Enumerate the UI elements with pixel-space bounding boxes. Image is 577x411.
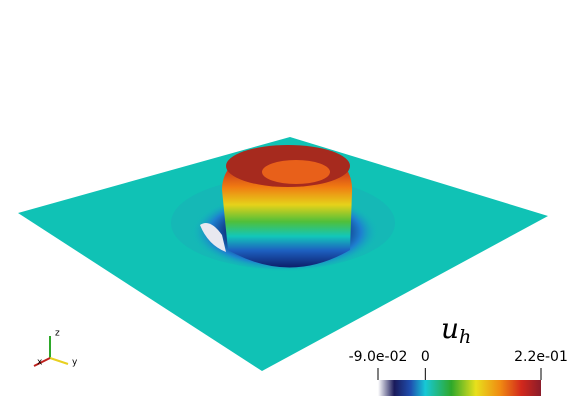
axis-label: x — [37, 358, 43, 368]
colorbar-gradient — [378, 380, 541, 396]
axis-label: z — [55, 329, 60, 339]
colorbar-tick-label: 0 — [421, 349, 430, 365]
axis-label: y — [72, 358, 78, 368]
colorbar-tick-label: 2.2e-01 — [514, 349, 568, 365]
colorbar-title: uh — [441, 312, 471, 349]
axes-triad: z y x — [33, 329, 78, 368]
surface — [18, 137, 548, 371]
colorbar: uh -9.0e-02 0 2.2e-01 — [349, 312, 568, 396]
colorbar-tick-label: -9.0e-02 — [349, 349, 408, 365]
